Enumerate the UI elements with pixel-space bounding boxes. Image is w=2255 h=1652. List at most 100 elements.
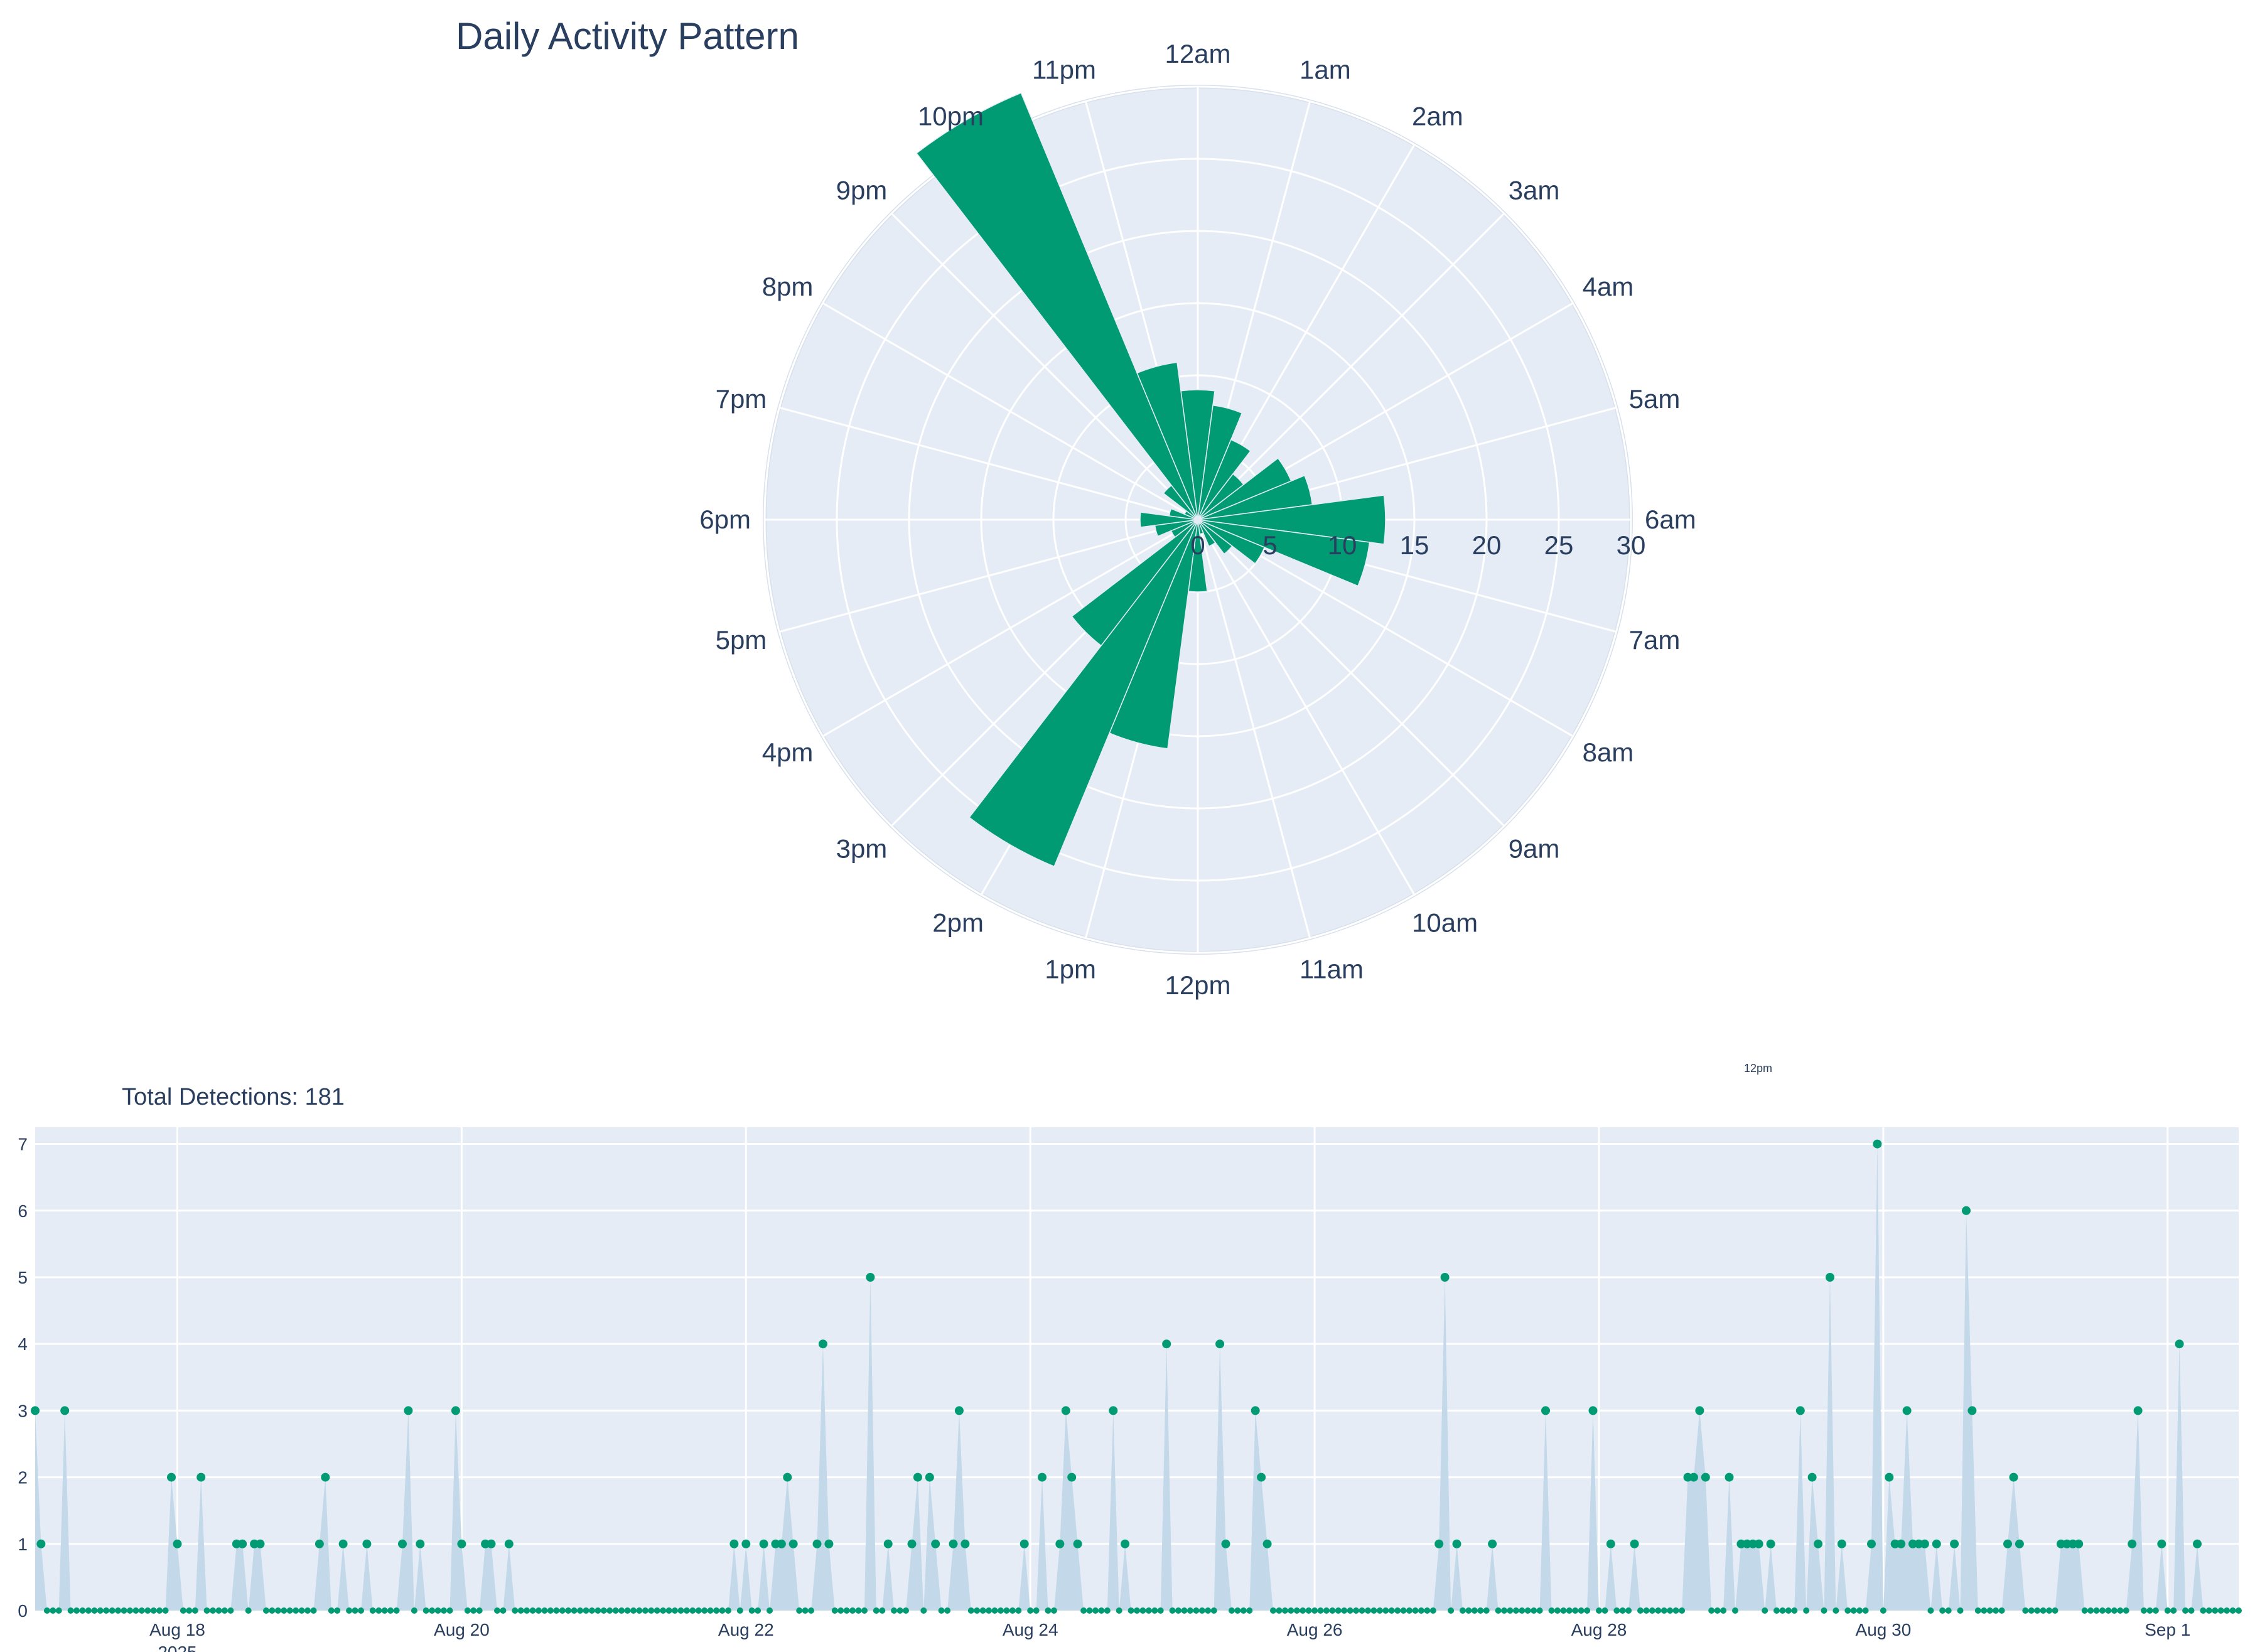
polar-hour-label-7am: 7am [1629,625,1681,655]
timeline-point [304,1607,311,1614]
timeline-point [358,1607,364,1614]
timeline-point [180,1607,186,1614]
timeline-point [583,1607,589,1614]
timeline-point [1465,1607,1472,1614]
timeline-point [1234,1607,1241,1614]
polar-hour-label-10pm: 10pm [918,101,984,131]
timeline-point [504,1539,514,1548]
polar-hour-label-12pm: 12pm [1165,970,1230,1000]
timeline-point [1134,1607,1140,1614]
timeline-point [903,1607,909,1614]
timeline-point [755,1607,762,1614]
timeline-point [1151,1607,1158,1614]
timeline-point [429,1607,436,1614]
timeline-point [808,1607,814,1614]
timeline-point [321,1472,330,1482]
timeline-point [1109,1406,1118,1415]
timeline-point [127,1607,133,1614]
timeline-point [1554,1607,1561,1614]
timeline-point [553,1607,560,1614]
polar-hour-label-1am: 1am [1300,55,1351,84]
timeline-point [1080,1607,1087,1614]
timeline-point [883,1539,893,1548]
timeline-point [713,1607,720,1614]
timeline-point [1240,1607,1247,1614]
timeline-point [1376,1607,1383,1614]
timeline-point [1962,1206,1971,1215]
timeline-point [1104,1607,1111,1614]
timeline-x-tick-2025-08-22: Aug 22 [718,1620,774,1639]
polar-hour-labels: 12am 1am 2am 3am 4am 5am 6am 7am 8am 9am 10am 11am 1… [699,39,1696,1000]
timeline-y-tick-3: 3 [18,1401,28,1420]
timeline-point [1251,1406,1260,1415]
timeline-point [2157,1539,2166,1548]
timeline-point [1229,1607,1235,1614]
timeline-point [121,1607,127,1614]
timeline-point [1873,1139,1882,1149]
timeline-point [1050,1607,1057,1614]
timeline-point [411,1607,417,1614]
timeline-point [1162,1339,1171,1349]
timeline-point [1998,1607,2005,1614]
timeline-point [1584,1607,1591,1614]
timeline-y-tick-labels: 0 1 2 3 4 5 6 7 [18,1135,28,1621]
timeline-point [907,1539,917,1548]
timeline-point [1073,1539,1082,1548]
timeline-y-tick-7: 7 [18,1135,28,1154]
polar-hour-label-4pm: 4pm [762,738,814,767]
timeline-point [1957,1607,1964,1614]
timeline-point [1619,1607,1626,1614]
timeline-point [1205,1607,1212,1614]
timeline-point [1495,1607,1502,1614]
timeline-point [227,1607,234,1614]
timeline-point [221,1607,228,1614]
timeline-point [263,1607,269,1614]
timeline-point [1814,1539,1823,1548]
timeline-point [600,1607,607,1614]
timeline-point [1187,1607,1193,1614]
timeline-point [1714,1607,1721,1614]
timeline-point [2224,1607,2231,1614]
timeline-point [398,1539,407,1548]
timeline-point [203,1607,210,1614]
timeline-point [1293,1607,1300,1614]
timeline-point [2141,1607,2147,1614]
timeline-point [1512,1607,1519,1614]
timeline-point [2081,1607,2088,1614]
timeline-point [729,1539,739,1548]
timeline-point [346,1607,353,1614]
timeline-point [1388,1607,1395,1614]
timeline-point [1181,1607,1188,1614]
timeline-point [2200,1607,2207,1614]
polar-hour-label-4am: 4am [1583,272,1634,301]
timeline-point [1434,1539,1444,1548]
timeline-point [186,1607,193,1614]
timeline-point [103,1607,110,1614]
timeline-point [571,1607,578,1614]
timeline-point [672,1607,678,1614]
timeline-point [416,1539,425,1548]
timeline-point [1262,1539,1272,1548]
timeline-point [1649,1607,1655,1614]
timeline-point [1406,1607,1413,1614]
polar-hour-label-2am: 2am [1412,101,1463,131]
timeline-point [767,1607,773,1614]
timeline-point [1725,1472,1734,1482]
timeline-point [109,1607,116,1614]
timeline-point [974,1607,981,1614]
timeline-point [986,1607,993,1614]
timeline-point [2052,1607,2059,1614]
polar-hour-label-3am: 3am [1509,175,1560,205]
timeline-point [777,1539,786,1548]
timeline-point [565,1607,572,1614]
timeline-point [2205,1607,2212,1614]
timeline-point [1329,1607,1336,1614]
timeline-point [1791,1607,1798,1614]
timeline-point [156,1607,163,1614]
polar-bar-7am [1197,519,1370,587]
timeline-point [2009,1472,2018,1482]
polar-grid-spoke-7pm [779,406,1198,521]
timeline-point [274,1607,281,1614]
timeline-stray-label: 12pm [1744,1062,1772,1075]
